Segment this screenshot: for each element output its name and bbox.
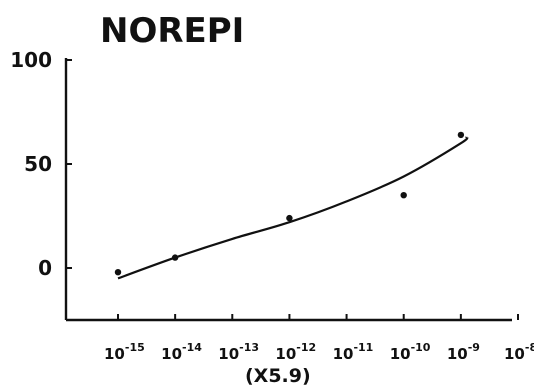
fit-curve-layer — [117, 136, 469, 280]
x-tick-base: 10 — [161, 345, 182, 363]
x-axis: 10-15 10-14 10-13 10-12 10-11 10-10 10-9 10-8 — [104, 314, 534, 363]
data-point — [114, 269, 122, 276]
x-axis-label: (X5.9) — [245, 365, 311, 387]
data-point — [457, 131, 465, 139]
data-points — [114, 131, 465, 276]
x-tick-exponent: -13 — [239, 341, 259, 354]
y-tick-label: 100 — [10, 48, 52, 72]
x-tick-base: 10 — [390, 345, 411, 363]
data-point — [400, 192, 407, 199]
y-axis: 100 50 0 — [10, 48, 72, 280]
chart-title: NOREPI — [100, 11, 244, 51]
x-tick-label: 10-15 — [104, 341, 145, 363]
x-tick-base: 10 — [504, 345, 525, 363]
x-tick-base: 10 — [447, 345, 468, 363]
x-tick-exponent: -10 — [411, 341, 431, 354]
x-tick-exponent: -15 — [125, 341, 145, 354]
x-tick-base: 10 — [104, 345, 125, 363]
data-point — [171, 254, 179, 261]
x-tick-base: 10 — [275, 345, 296, 363]
x-tick-exponent: -8 — [525, 341, 534, 354]
x-tick-base: 10 — [333, 345, 354, 363]
x-tick-label: 10-10 — [390, 341, 431, 363]
x-tick-label: 10-8 — [504, 341, 534, 363]
y-tick-label: 0 — [38, 256, 52, 280]
x-tick-exponent: -14 — [182, 341, 202, 354]
x-tick-label: 10-9 — [447, 341, 480, 363]
x-tick-exponent: -11 — [353, 341, 373, 354]
x-tick-label: 10-13 — [218, 341, 259, 363]
x-tick-label: 10-11 — [333, 341, 374, 363]
x-tick-label: 10-14 — [161, 341, 202, 363]
x-tick-exponent: -9 — [468, 341, 480, 354]
x-tick-exponent: -12 — [296, 341, 316, 354]
data-point — [286, 214, 293, 222]
y-tick-label: 50 — [24, 152, 52, 176]
x-tick-label: 10-12 — [275, 341, 316, 363]
fit-curve — [117, 136, 469, 280]
x-tick-base: 10 — [218, 345, 239, 363]
